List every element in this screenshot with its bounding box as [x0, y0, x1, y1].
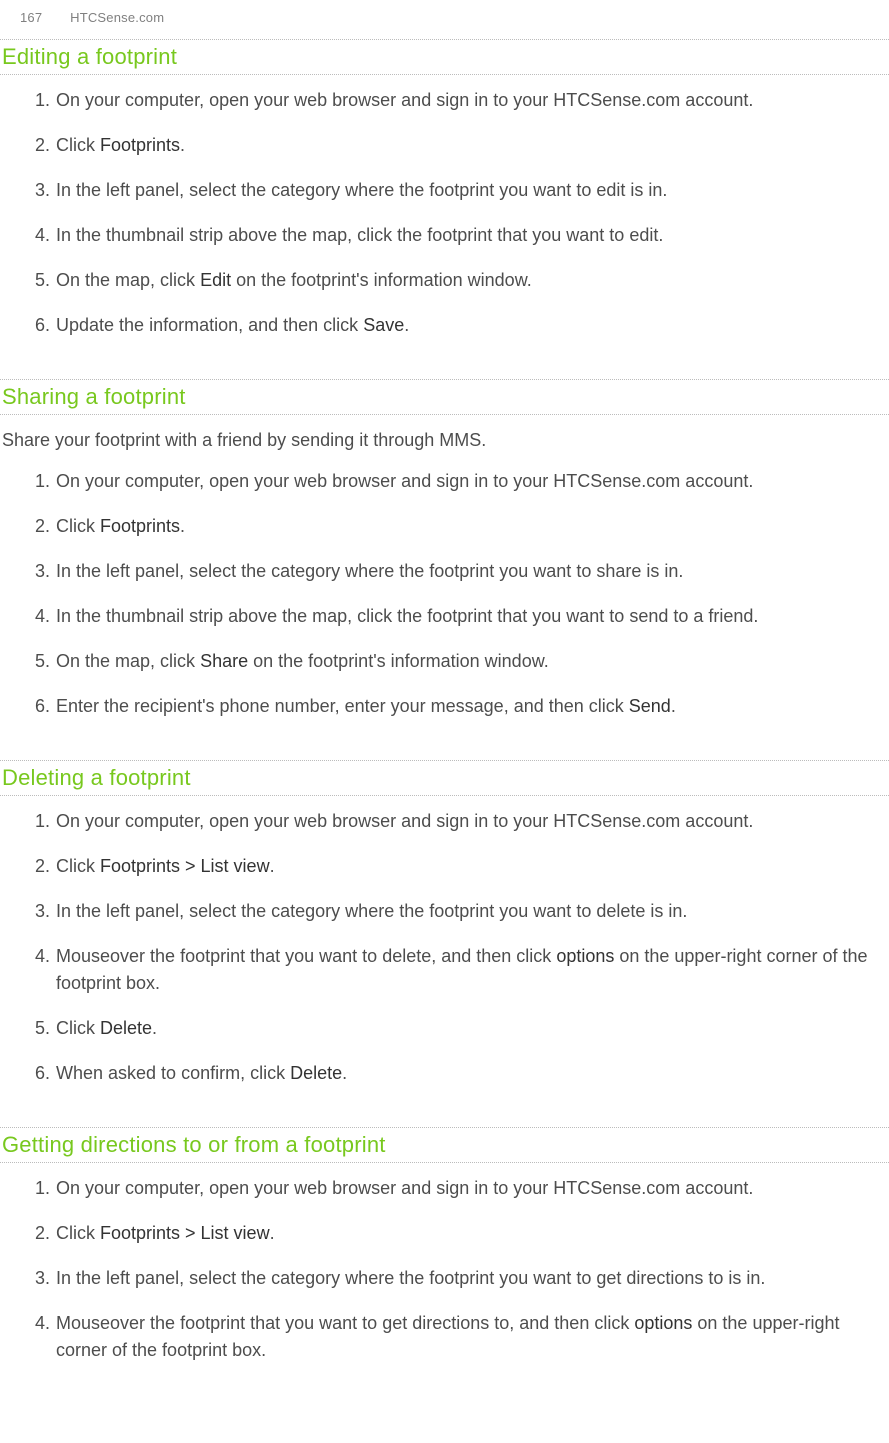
section-title: Getting directions to or from a footprin… [0, 1127, 889, 1163]
ui-label: Footprints [100, 516, 180, 536]
step-item: Click Footprints. [36, 132, 879, 177]
step-item: In the left panel, select the category w… [36, 177, 879, 222]
steps-list: On your computer, open your web browser … [0, 75, 889, 357]
section-title: Deleting a footprint [0, 760, 889, 796]
step-item: On your computer, open your web browser … [36, 87, 879, 132]
step-item: Update the information, and then click S… [36, 312, 879, 357]
step-item: In the thumbnail strip above the map, cl… [36, 603, 879, 648]
step-item: On the map, click Edit on the footprint'… [36, 267, 879, 312]
steps-list: On your computer, open your web browser … [0, 1163, 889, 1382]
ui-label: Footprints [100, 135, 180, 155]
ui-label: options [634, 1313, 692, 1333]
step-item: Click Delete. [36, 1015, 879, 1060]
step-item: In the left panel, select the category w… [36, 1265, 879, 1310]
ui-label: Share [200, 651, 248, 671]
step-item: When asked to confirm, click Delete. [36, 1060, 879, 1105]
ui-label: Delete [290, 1063, 342, 1083]
section-title: Editing a footprint [0, 39, 889, 75]
running-head: HTCSense.com [70, 10, 164, 25]
step-item: In the left panel, select the category w… [36, 558, 879, 603]
ui-label: Send [629, 696, 671, 716]
step-item: On your computer, open your web browser … [36, 1175, 879, 1220]
page-number: 167 [20, 10, 42, 25]
section-title: Sharing a footprint [0, 379, 889, 415]
ui-label: Footprints > List view [100, 1223, 270, 1243]
step-item: On your computer, open your web browser … [36, 468, 879, 513]
ui-label: Footprints > List view [100, 856, 270, 876]
step-item: Mouseover the footprint that you want to… [36, 1310, 879, 1382]
ui-label: Save [363, 315, 404, 335]
step-item: On the map, click Share on the footprint… [36, 648, 879, 693]
step-item: Enter the recipient's phone number, ente… [36, 693, 879, 738]
steps-list: On your computer, open your web browser … [0, 796, 889, 1105]
step-item: Click Footprints. [36, 513, 879, 558]
ui-label: options [556, 946, 614, 966]
document-body: Editing a footprint On your computer, ope… [0, 39, 889, 1382]
step-item: Click Footprints > List view. [36, 853, 879, 898]
step-item: Click Footprints > List view. [36, 1220, 879, 1265]
ui-label: Edit [200, 270, 231, 290]
step-item: In the left panel, select the category w… [36, 898, 879, 943]
step-item: On your computer, open your web browser … [36, 808, 879, 853]
steps-list: On your computer, open your web browser … [0, 456, 889, 738]
page-header: 167 HTCSense.com [0, 0, 889, 39]
step-item: Mouseover the footprint that you want to… [36, 943, 879, 1015]
section-intro: Share your footprint with a friend by se… [0, 415, 889, 456]
step-item: In the thumbnail strip above the map, cl… [36, 222, 879, 267]
ui-label: Delete [100, 1018, 152, 1038]
